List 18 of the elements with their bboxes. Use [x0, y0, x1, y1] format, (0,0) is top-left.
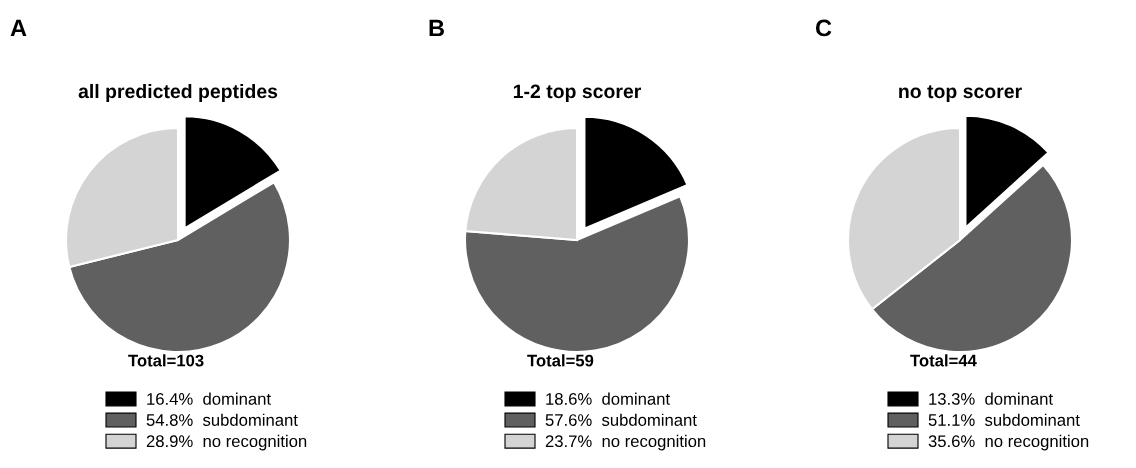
text: A	[10, 19, 27, 37]
legend-label: 23.7% no recognition	[545, 434, 706, 451]
legend-label: 57.6% subdominant	[545, 413, 697, 426]
legend-label: 35.6% no recognition	[928, 434, 1089, 451]
legend-label: 51.1% subdominant	[928, 413, 1080, 426]
chart-title: no top scorer	[899, 85, 1022, 103]
legend-label: 28.9% no recognition	[146, 434, 307, 451]
text: Total=59	[527, 354, 594, 367]
legend-label: 18.6% dominant	[546, 392, 670, 405]
chart-title: all predicted peptides	[78, 83, 278, 103]
legend-label: 13.3% dominant	[929, 392, 1053, 405]
legend-label: 16.4% dominant	[147, 392, 271, 405]
text: B	[429, 19, 444, 37]
legend-label: 54.8% subdominant	[146, 413, 298, 426]
chart-title: 1-2 top scorer	[513, 84, 642, 103]
text: Total=103	[128, 354, 204, 367]
text: C	[815, 19, 832, 37]
text: Total=44	[910, 354, 977, 367]
